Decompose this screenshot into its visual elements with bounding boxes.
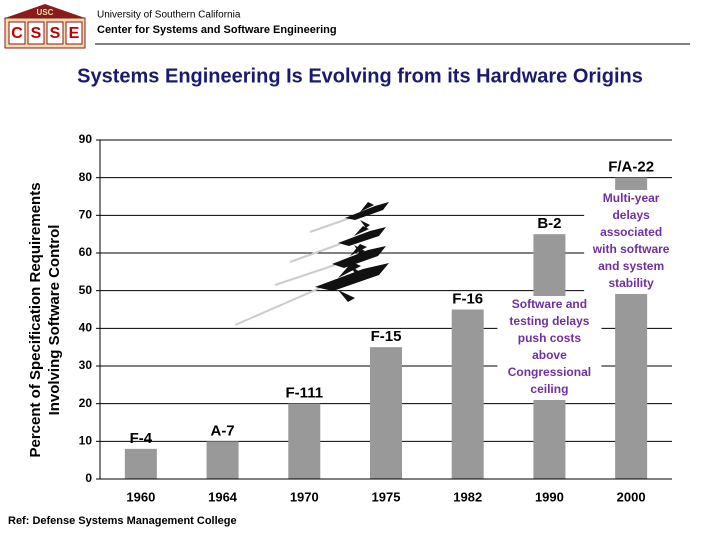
reference: Ref: Defense Systems Management College [8,515,237,527]
x-tick-label: 1975 [372,489,401,504]
logo-box [27,21,45,45]
y-tick-label: 20 [79,396,93,410]
annotation: ceiling [530,382,568,396]
annotation: testing delays [509,314,589,328]
annotation-box [497,296,602,400]
y-axis-label: Involving Software Control [46,225,63,416]
annotation: associated [600,225,662,239]
annotation-box [584,190,679,294]
x-tick-label: 1960 [126,489,155,504]
bar [288,403,321,479]
bar-label: A-7 [210,422,234,439]
x-tick-label: 1990 [535,489,564,504]
slide-title: Systems Engineering Is Evolving from its… [77,65,643,87]
university: University of Southern California [97,10,241,21]
y-tick-label: 10 [79,434,93,448]
y-tick-label: 90 [79,132,93,146]
bar-label: F/A-22 [608,159,654,176]
logo-letter: S [50,25,61,42]
bar [206,441,239,479]
annotation: Software and [512,297,587,311]
logo-top: USC [37,8,54,17]
bar-label: F-4 [130,430,153,447]
bar [451,309,484,479]
logo-letter: S [31,25,42,42]
logo-letter: E [69,25,80,42]
y-tick-label: 30 [79,358,93,372]
annotation: stability [608,276,654,290]
x-tick-label: 1964 [208,489,238,504]
bar-label: B-2 [537,215,561,232]
annotation: and system [598,259,664,273]
annotation: above [532,348,567,362]
annotation: Congressional [508,365,591,379]
x-tick-label: 1970 [290,489,319,504]
annotation: push costs [518,331,582,345]
jets-illustration [234,202,389,326]
x-tick-label: 2000 [617,489,646,504]
y-tick-label: 0 [85,471,92,485]
bar-label: F-15 [371,328,402,345]
bar [124,448,157,479]
y-tick-label: 80 [79,170,93,184]
y-tick-label: 40 [79,321,93,335]
center-name: Center for Systems and Software Engineer… [97,24,337,36]
y-tick-label: 60 [79,245,93,259]
annotation: Multi-year [603,191,660,205]
x-tick-label: 1982 [453,489,482,504]
annotation: with software [592,242,670,256]
logo-box [46,21,64,45]
logo-letter: C [11,25,23,42]
bar-label: F-16 [452,290,483,307]
y-tick-label: 70 [79,208,93,222]
logo-box [8,21,26,45]
bar-label: F-111 [286,385,324,402]
annotation: delays [612,208,650,222]
y-axis-label: Percent of Specification Requirements [27,182,44,457]
y-tick-label: 50 [79,283,93,297]
bar [370,347,402,479]
logo-box [65,21,83,45]
